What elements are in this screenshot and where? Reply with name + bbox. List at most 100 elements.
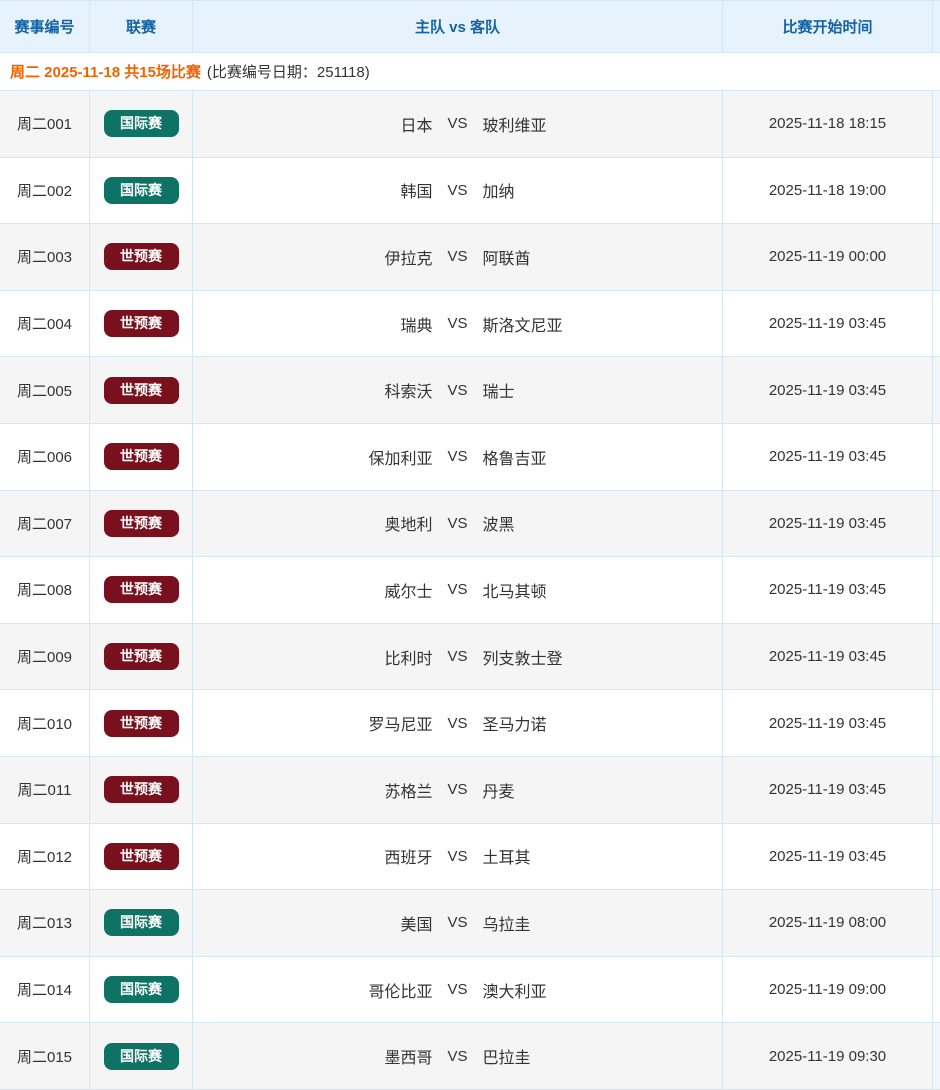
match-row[interactable]: 周二011 世预赛 苏格兰 VS 丹麦 2025-11-19 03:45 bbox=[0, 756, 940, 824]
table-header-row: 赛事编号 联赛 主队 vs 客队 比赛开始时间 bbox=[0, 0, 940, 53]
away-team: 瑞士 bbox=[482, 384, 515, 402]
vs-label: VS bbox=[447, 581, 468, 599]
league-cell: 世预赛 bbox=[90, 756, 193, 823]
league-cell: 世预赛 bbox=[90, 490, 193, 557]
league-badge[interactable]: 世预赛 bbox=[103, 509, 179, 537]
league-badge[interactable]: 国际赛 bbox=[103, 909, 179, 937]
league-badge[interactable]: 国际赛 bbox=[103, 1042, 179, 1070]
match-teams: 比利时 VS 列支敦士登 bbox=[193, 623, 723, 690]
vs-label: VS bbox=[447, 781, 468, 799]
away-team: 丹麦 bbox=[482, 783, 515, 801]
cutoff-column-sliver bbox=[933, 624, 940, 690]
vs-label: VS bbox=[447, 315, 468, 333]
match-row[interactable]: 周二003 世预赛 伊拉克 VS 阿联酋 2025-11-19 00:00 bbox=[0, 224, 940, 291]
league-badge[interactable]: 国际赛 bbox=[103, 976, 179, 1004]
league-badge[interactable]: 世预赛 bbox=[103, 576, 179, 604]
match-row[interactable]: 周二014 国际赛 哥伦比亚 VS 澳大利亚 2025-11-19 09:00 bbox=[0, 956, 940, 1024]
match-id: 周二003 bbox=[0, 224, 90, 290]
match-id: 周二004 bbox=[0, 290, 90, 357]
match-row[interactable]: 周二001 国际赛 日本 VS 玻利维亚 2025-11-18 18:15 bbox=[0, 91, 940, 158]
match-rows-container: 周二001 国际赛 日本 VS 玻利维亚 2025-11-18 18:15 周二… bbox=[0, 91, 940, 1090]
cutoff-column-sliver bbox=[933, 890, 940, 956]
league-cell: 世预赛 bbox=[90, 557, 193, 623]
col-header-start-time: 比赛开始时间 bbox=[723, 1, 933, 52]
match-row[interactable]: 周二013 国际赛 美国 VS 乌拉圭 2025-11-19 08:00 bbox=[0, 890, 940, 957]
vs-label: VS bbox=[447, 648, 468, 666]
cutoff-column-sliver bbox=[933, 557, 940, 623]
match-row[interactable]: 周二002 国际赛 韩国 VS 加纳 2025-11-18 19:00 bbox=[0, 157, 940, 225]
league-badge[interactable]: 世预赛 bbox=[103, 643, 179, 671]
match-time: 2025-11-18 18:15 bbox=[723, 91, 933, 157]
col-header-league: 联赛 bbox=[90, 1, 193, 52]
match-teams: 科索沃 VS 瑞士 bbox=[193, 357, 723, 423]
away-team: 圣马力诺 bbox=[482, 717, 547, 735]
match-id: 周二013 bbox=[0, 890, 90, 956]
league-badge[interactable]: 国际赛 bbox=[103, 176, 179, 204]
match-time: 2025-11-19 09:30 bbox=[723, 1023, 933, 1089]
vs-label: VS bbox=[447, 847, 468, 865]
away-team: 加纳 bbox=[482, 184, 515, 202]
home-team: 奥地利 bbox=[384, 517, 433, 535]
match-time: 2025-11-18 19:00 bbox=[723, 157, 933, 224]
league-badge[interactable]: 世预赛 bbox=[103, 709, 179, 737]
league-badge[interactable]: 世预赛 bbox=[103, 243, 179, 271]
league-cell: 国际赛 bbox=[90, 1023, 193, 1089]
away-team: 格鲁吉亚 bbox=[482, 450, 547, 468]
home-team: 苏格兰 bbox=[384, 783, 433, 801]
match-teams: 韩国 VS 加纳 bbox=[193, 157, 723, 224]
home-team: 哥伦比亚 bbox=[368, 983, 433, 1001]
home-team: 韩国 bbox=[400, 184, 433, 202]
league-badge[interactable]: 世预赛 bbox=[103, 376, 179, 404]
match-teams: 奥地利 VS 波黑 bbox=[193, 490, 723, 557]
match-id: 周二015 bbox=[0, 1023, 90, 1089]
away-team: 列支敦士登 bbox=[482, 650, 563, 668]
match-time: 2025-11-19 00:00 bbox=[723, 224, 933, 290]
league-cell: 国际赛 bbox=[90, 956, 193, 1023]
match-id: 周二002 bbox=[0, 157, 90, 224]
league-badge[interactable]: 世预赛 bbox=[103, 842, 179, 870]
match-row[interactable]: 周二009 世预赛 比利时 VS 列支敦士登 2025-11-19 03:45 bbox=[0, 623, 940, 691]
league-badge[interactable]: 世预赛 bbox=[103, 776, 179, 804]
league-badge[interactable]: 国际赛 bbox=[103, 110, 179, 138]
match-row[interactable]: 周二015 国际赛 墨西哥 VS 巴拉圭 2025-11-19 09:30 bbox=[0, 1023, 940, 1090]
league-cell: 世预赛 bbox=[90, 224, 193, 290]
away-team: 斯洛文尼亚 bbox=[482, 317, 563, 335]
league-badge[interactable]: 世预赛 bbox=[103, 310, 179, 338]
away-team: 北马其顿 bbox=[482, 583, 547, 601]
cutoff-column-sliver bbox=[933, 224, 940, 290]
match-id: 周二006 bbox=[0, 423, 90, 490]
cutoff-column-sliver bbox=[933, 158, 940, 224]
match-id: 周二007 bbox=[0, 490, 90, 557]
match-row[interactable]: 周二004 世预赛 瑞典 VS 斯洛文尼亚 2025-11-19 03:45 bbox=[0, 290, 940, 358]
col-header-teams: 主队 vs 客队 bbox=[193, 1, 723, 52]
match-row[interactable]: 周二005 世预赛 科索沃 VS 瑞士 2025-11-19 03:45 bbox=[0, 357, 940, 424]
match-teams: 西班牙 VS 土耳其 bbox=[193, 823, 723, 890]
match-teams: 伊拉克 VS 阿联酋 bbox=[193, 224, 723, 290]
home-team: 保加利亚 bbox=[368, 450, 433, 468]
league-cell: 国际赛 bbox=[90, 157, 193, 224]
match-time: 2025-11-19 03:45 bbox=[723, 290, 933, 357]
league-cell: 世预赛 bbox=[90, 357, 193, 423]
match-row[interactable]: 周二007 世预赛 奥地利 VS 波黑 2025-11-19 03:45 bbox=[0, 490, 940, 558]
match-row[interactable]: 周二006 世预赛 保加利亚 VS 格鲁吉亚 2025-11-19 03:45 bbox=[0, 423, 940, 491]
date-summary: 周二 2025-11-18 共15场比赛 bbox=[10, 64, 201, 81]
home-team: 科索沃 bbox=[384, 384, 433, 402]
match-row[interactable]: 周二010 世预赛 罗马尼亚 VS 圣马力诺 2025-11-19 03:45 bbox=[0, 690, 940, 757]
cutoff-column-sliver bbox=[933, 357, 940, 423]
match-id: 周二009 bbox=[0, 623, 90, 690]
match-time: 2025-11-19 03:45 bbox=[723, 423, 933, 490]
vs-label: VS bbox=[447, 181, 468, 199]
home-team: 日本 bbox=[400, 117, 433, 135]
home-team: 西班牙 bbox=[384, 850, 433, 868]
league-badge[interactable]: 世预赛 bbox=[103, 443, 179, 471]
col-header-match-id: 赛事编号 bbox=[0, 1, 90, 52]
match-id: 周二010 bbox=[0, 690, 90, 756]
date-code-note: (比赛编号日期：251118) bbox=[206, 64, 370, 81]
match-row[interactable]: 周二012 世预赛 西班牙 VS 土耳其 2025-11-19 03:45 bbox=[0, 823, 940, 891]
match-id: 周二011 bbox=[0, 756, 90, 823]
away-team: 土耳其 bbox=[482, 850, 531, 868]
away-team: 阿联酋 bbox=[482, 250, 531, 268]
match-row[interactable]: 周二008 世预赛 威尔士 VS 北马其顿 2025-11-19 03:45 bbox=[0, 557, 940, 624]
col-header-cutoff-sliver bbox=[933, 1, 940, 52]
